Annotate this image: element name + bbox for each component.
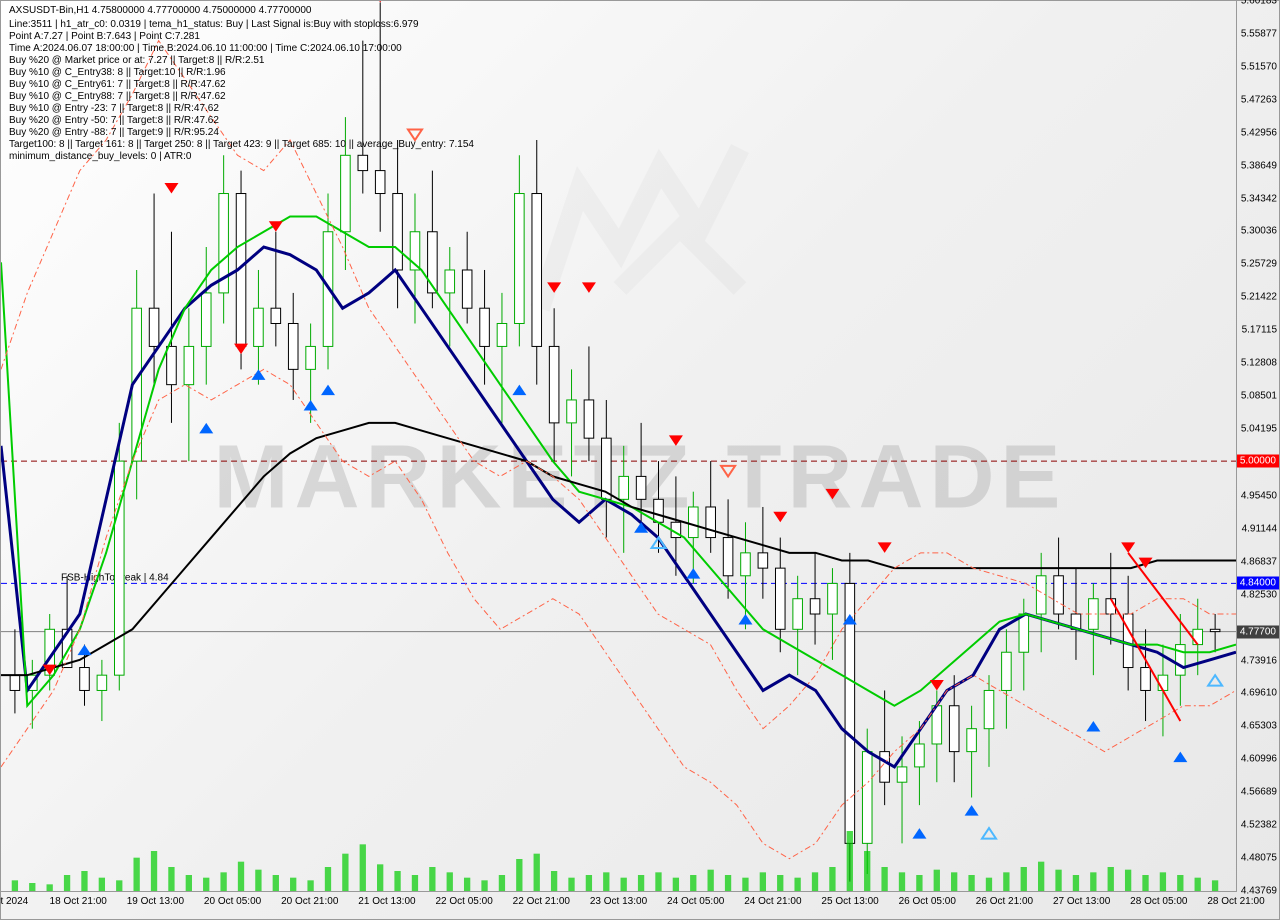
y-tick: 4.48075: [1241, 853, 1277, 864]
price-tag: 4.77700: [1237, 625, 1279, 638]
y-tick: 4.95450: [1241, 490, 1277, 501]
y-axis: 5.60183 5.55877 5.51570 5.47263 5.42956 5.386…: [1235, 1, 1279, 891]
chart-title: AXSUSDT-Bin,H1 4.75800000 4.77700000 4.7…: [9, 5, 311, 16]
x-tick: 28 Oct 21:00: [1207, 896, 1264, 907]
info-line: Buy %20 @ Market price or at: 7.27 || Ta…: [9, 55, 264, 66]
y-tick: 4.91144: [1242, 523, 1277, 534]
y-tick: 4.56689: [1241, 787, 1277, 798]
info-line: Point A:7.27 | Point B:7.643 | Point C:7…: [9, 31, 200, 42]
y-tick: 5.42956: [1241, 127, 1277, 138]
y-tick: 5.21422: [1241, 292, 1277, 303]
y-tick: 4.60996: [1241, 754, 1277, 765]
x-tick: 26 Oct 05:00: [899, 896, 956, 907]
y-tick: 5.38649: [1241, 160, 1277, 171]
chart-container: MARKETZ TRADE FSB-HighToBreak | 4.84 AXS…: [0, 0, 1280, 920]
x-tick: 25 Oct 13:00: [821, 896, 878, 907]
x-tick: 24 Oct 21:00: [744, 896, 801, 907]
info-line: minimum_distance_buy_levels: 0 | ATR:0: [9, 151, 192, 162]
x-tick: 26 Oct 21:00: [976, 896, 1033, 907]
y-tick: 5.17115: [1242, 325, 1277, 336]
x-tick: 23 Oct 13:00: [590, 896, 647, 907]
x-tick: 24 Oct 05:00: [667, 896, 724, 907]
y-tick: 5.30036: [1241, 226, 1277, 237]
x-tick: 21 Oct 13:00: [358, 896, 415, 907]
x-tick: 19 Oct 13:00: [127, 896, 184, 907]
info-line: Line:3511 | h1_atr_c0: 0.0319 | tema_h1_…: [9, 19, 419, 30]
x-tick: 18 Oct 21:00: [50, 896, 107, 907]
info-line: Time A:2024.06.07 18:00:00 | Time B:2024…: [9, 43, 402, 54]
info-line: Buy %20 @ Entry -50: 7 || Target:8 || R/…: [9, 115, 219, 126]
info-line: Target100: 8 || Target 161: 8 || Target …: [9, 139, 474, 150]
x-tick: 20 Oct 05:00: [204, 896, 261, 907]
y-tick: 4.73916: [1241, 655, 1277, 666]
y-tick: 5.08501: [1241, 391, 1277, 402]
info-line: Buy %10 @ Entry -23: 7 || Target:8 || R/…: [9, 103, 219, 114]
x-tick: 20 Oct 21:00: [281, 896, 338, 907]
y-tick: 5.47263: [1241, 94, 1277, 105]
x-tick: 22 Oct 21:00: [513, 896, 570, 907]
y-tick: 4.43769: [1241, 886, 1277, 897]
y-tick: 5.04195: [1241, 424, 1277, 435]
info-line: Buy %10 @ C_Entry88: 7 || Target:8 || R/…: [9, 91, 226, 102]
chart-plot-area[interactable]: FSB-HighToBreak | 4.84 AXSUSDT-Bin,H1 4.…: [1, 1, 1237, 892]
x-tick: 27 Oct 13:00: [1053, 896, 1110, 907]
y-tick: 5.55877: [1241, 28, 1277, 39]
price-tag: 5.00000: [1237, 455, 1279, 468]
y-tick: 5.34342: [1241, 193, 1277, 204]
x-tick: 22 Oct 05:00: [435, 896, 492, 907]
y-tick: 4.52382: [1241, 820, 1277, 831]
y-tick: 4.69610: [1241, 688, 1277, 699]
y-tick: 4.86837: [1241, 556, 1277, 567]
y-tick: 5.51570: [1241, 61, 1277, 72]
info-line: Buy %10 @ C_Entry61: 7 || Target:8 || R/…: [9, 79, 226, 90]
y-tick: 5.12808: [1241, 358, 1277, 369]
info-line: Buy %10 @ C_Entry38: 8 || Target:10 || R…: [9, 67, 226, 78]
price-tag: 4.84000: [1237, 577, 1279, 590]
y-tick: 5.60183: [1241, 0, 1277, 7]
y-tick: 4.65303: [1241, 721, 1277, 732]
x-tick: 28 Oct 05:00: [1130, 896, 1187, 907]
x-axis: 18 Oct 2024 18 Oct 21:00 19 Oct 13:00 20 Oc…: [1, 890, 1236, 919]
y-tick: 5.25729: [1241, 259, 1277, 270]
x-tick: 18 Oct 2024: [0, 896, 28, 907]
info-line: Buy %20 @ Entry -88: 7 || Target:9 || R/…: [9, 127, 219, 138]
y-tick: 4.82530: [1241, 589, 1277, 600]
